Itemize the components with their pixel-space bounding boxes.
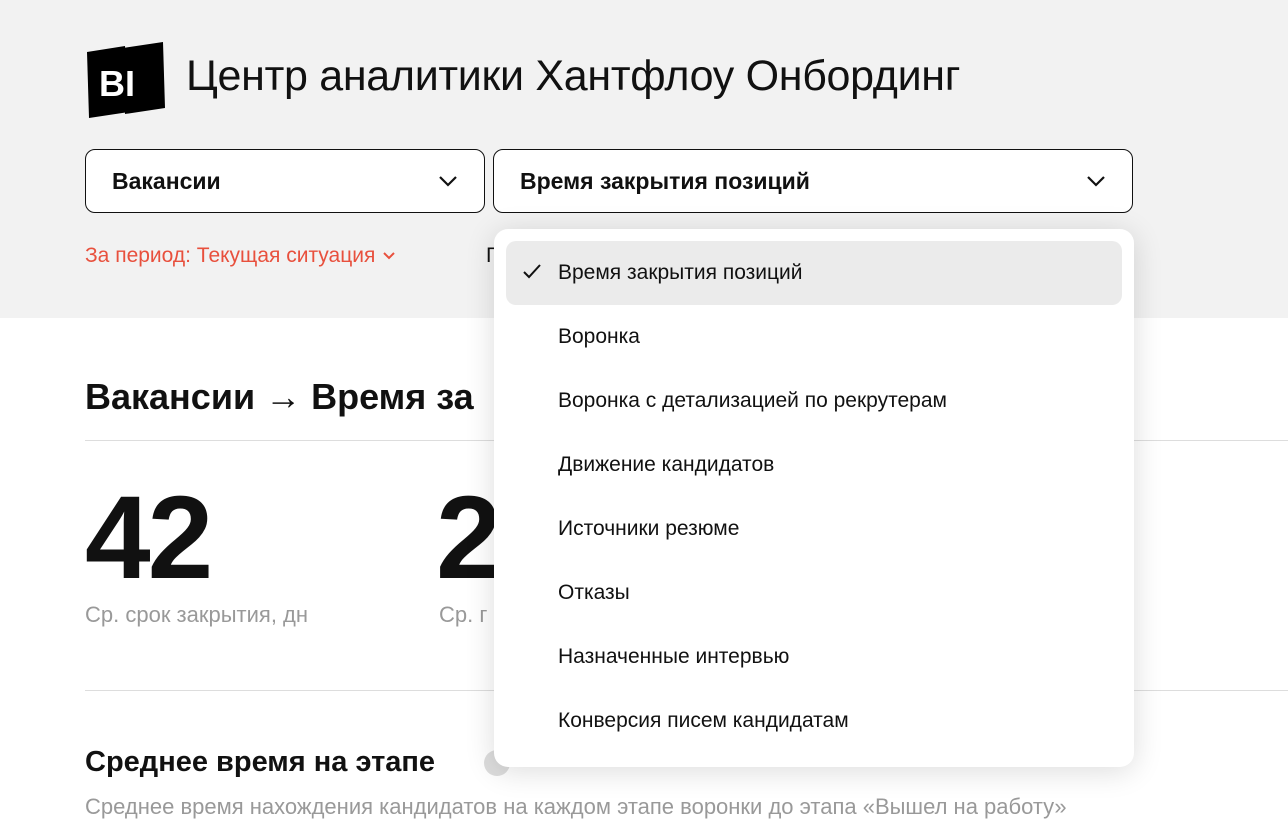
period-filter[interactable]: За период: Текущая ситуация <box>85 244 396 268</box>
category-select[interactable]: Вакансии <box>85 149 485 213</box>
dropdown-option[interactable]: Движение кандидатов <box>506 433 1122 497</box>
chart-title: Среднее время на этапе <box>85 746 436 778</box>
chevron-down-icon <box>383 252 396 260</box>
chevron-down-icon <box>439 176 457 187</box>
dropdown-option[interactable]: Назначенные интервью <box>506 625 1122 689</box>
dropdown-option-label: Источники резюме <box>558 517 740 540</box>
report-dropdown-menu: Время закрытия позиций Воронка Воронка с д… <box>494 229 1134 767</box>
category-select-value: Вакансии <box>112 167 221 194</box>
dropdown-option-label: Воронка <box>558 325 640 348</box>
dropdown-option-label: Движение кандидатов <box>558 453 775 476</box>
dropdown-option-label: Конверсия писем кандидатам <box>558 709 849 732</box>
metric-value: 42 <box>85 472 213 604</box>
page-title: Центр аналитики Хантфлоу Онбординг <box>186 52 961 100</box>
check-icon <box>523 264 541 279</box>
chart-description: Среднее время нахождения кандидатов на к… <box>85 794 1067 819</box>
dropdown-option[interactable]: Воронка с детализацией по рекрутерам <box>506 369 1122 433</box>
metric-value: 2 <box>436 472 502 604</box>
dropdown-option-label: Назначенные интервью <box>558 645 790 668</box>
secondary-filter[interactable]: Г <box>486 244 498 267</box>
dropdown-option[interactable]: Время закрытия позиций <box>506 241 1122 305</box>
section-heading: Вакансии → Время за <box>85 376 474 417</box>
dropdown-option[interactable]: Конверсия писем кандидатам <box>506 689 1122 753</box>
dropdown-option[interactable]: Воронка <box>506 305 1122 369</box>
dropdown-option[interactable]: Источники резюме <box>506 497 1122 561</box>
period-label: За период: Текущая ситуация <box>85 244 376 267</box>
metric-label: Ср. срок закрытия, дн <box>85 602 309 627</box>
svg-text:BI: BI <box>99 63 135 104</box>
dropdown-option-label: Отказы <box>558 581 630 604</box>
metric-label: Ср. г <box>439 602 488 627</box>
report-select[interactable]: Время закрытия позиций <box>493 149 1133 213</box>
bi-logo: BI <box>87 42 165 118</box>
chevron-down-icon <box>1087 176 1105 187</box>
dropdown-option-label: Воронка с детализацией по рекрутерам <box>558 389 947 412</box>
report-select-value: Время закрытия позиций <box>520 167 810 194</box>
dropdown-option-label: Время закрытия позиций <box>558 261 803 284</box>
dropdown-option[interactable]: Отказы <box>506 561 1122 625</box>
